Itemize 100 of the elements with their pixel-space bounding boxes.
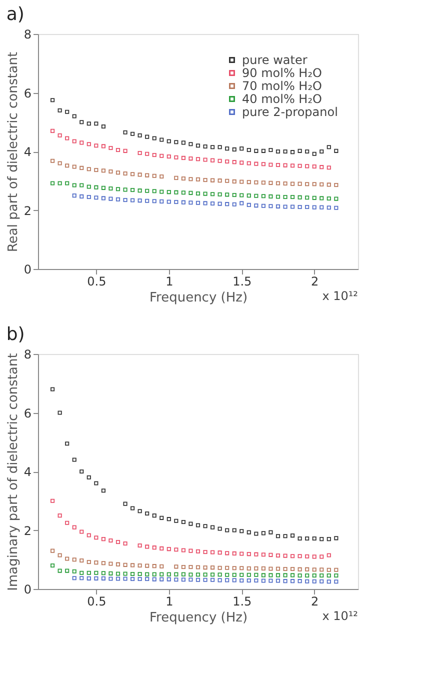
point [246,572,251,577]
point [94,122,98,126]
point [72,164,76,169]
point [138,543,142,548]
point [320,182,324,186]
point [166,154,171,159]
point [210,572,215,577]
point [246,202,251,207]
point [320,568,324,572]
point [210,566,215,570]
point [65,181,70,186]
legend-label: 90 mol% H₂O [242,66,322,80]
point [283,149,288,154]
point [86,576,91,580]
point [312,573,316,578]
point [225,146,230,151]
point [312,196,316,200]
point [290,182,295,186]
point [298,567,302,572]
point [50,181,55,186]
point [210,201,215,206]
point [196,177,200,182]
point [152,564,156,568]
point [320,573,324,578]
point [86,122,91,126]
point [94,560,98,565]
point [326,537,331,542]
point [261,552,266,557]
point [210,192,215,196]
point [254,578,258,583]
point [130,506,135,510]
y-tick-label: 8 [24,348,32,362]
point [86,560,91,564]
point [65,556,70,561]
point [283,204,288,209]
point [240,180,244,184]
point [58,133,62,138]
point [203,192,208,196]
point [218,566,222,570]
point [160,516,164,520]
point [166,572,171,576]
point [188,578,193,582]
point [166,190,171,194]
point [326,553,331,558]
point [334,536,338,540]
y-tick-label: 4 [24,145,32,159]
point [268,578,273,583]
point [290,566,295,572]
point [152,546,156,550]
point [218,145,222,150]
point [94,536,98,540]
point [145,198,150,203]
point [80,576,84,580]
point [123,562,128,567]
point [138,509,142,514]
point [108,169,113,174]
y-axis-title: Real part of dielectric constant [6,52,21,252]
point [334,568,338,572]
text: x 10¹² [322,609,358,623]
point [254,532,258,536]
point [80,194,84,198]
point [254,180,258,184]
point [80,558,84,563]
point [108,196,113,201]
point [123,541,128,546]
legend-label: pure water [242,53,308,67]
point [210,525,215,530]
point [80,183,84,188]
point [181,176,186,181]
point [94,570,98,575]
point [174,176,178,180]
point [152,136,156,140]
point [290,164,295,168]
point [50,387,55,392]
point [232,578,236,582]
point [65,110,70,114]
point [80,120,84,124]
point [138,563,142,568]
point [210,158,215,162]
point [86,475,91,480]
point [116,187,120,192]
y-tick-label: 0 [24,262,32,276]
legend-label: 40 mol% H₂O [242,92,322,106]
point [312,205,316,210]
point [108,571,113,576]
point [305,554,310,558]
point [130,172,135,176]
point [174,518,178,523]
point [312,164,316,169]
point [261,194,266,198]
point [65,136,70,140]
point [298,148,302,153]
point [130,563,135,568]
point [240,160,244,165]
point [218,192,222,196]
point [218,202,222,206]
point [188,200,193,205]
point [246,566,251,570]
point [218,526,222,531]
point [276,204,280,208]
